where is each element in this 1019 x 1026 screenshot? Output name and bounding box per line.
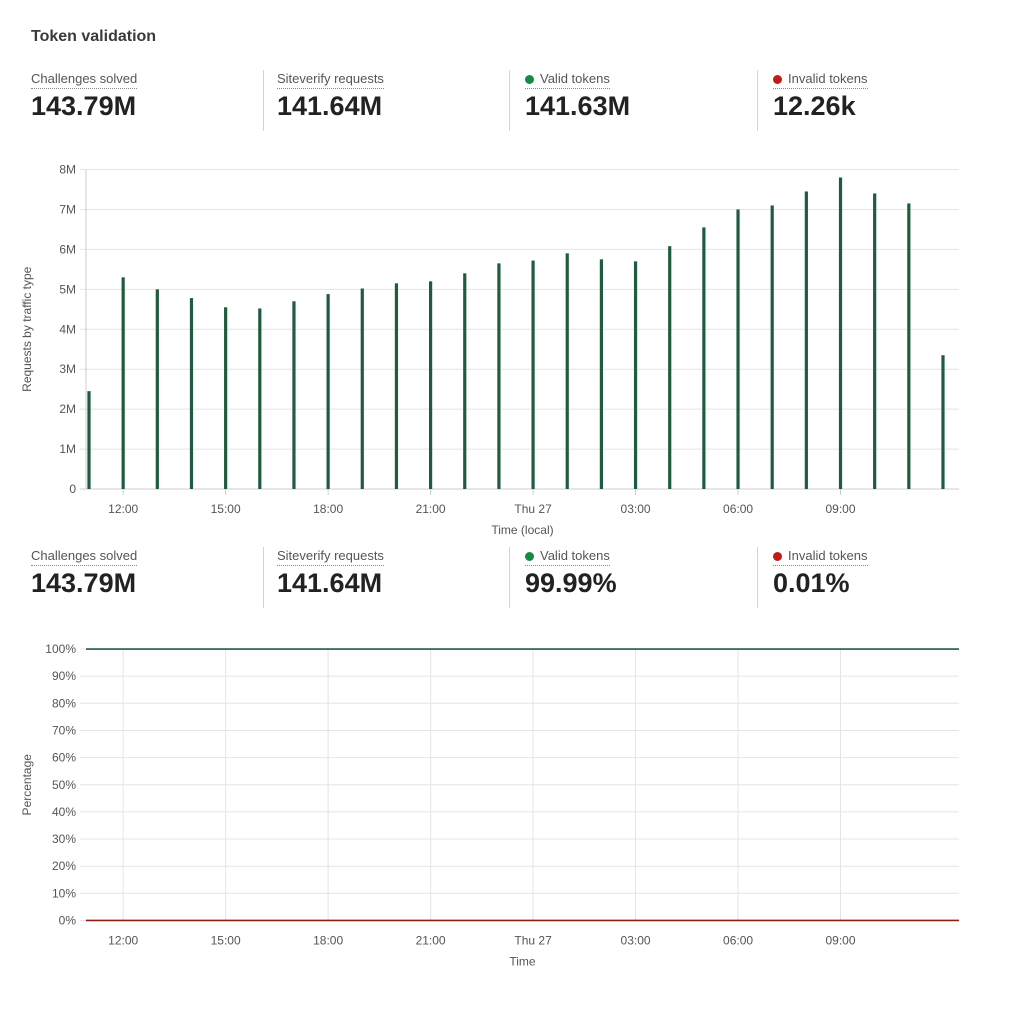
svg-text:12:00: 12:00: [108, 502, 138, 516]
svg-text:40%: 40%: [52, 805, 76, 819]
svg-text:21:00: 21:00: [416, 934, 446, 948]
svg-text:2M: 2M: [59, 402, 76, 416]
svg-text:12:00: 12:00: [108, 934, 138, 948]
svg-text:10%: 10%: [52, 886, 76, 900]
svg-text:Thu 27: Thu 27: [514, 934, 552, 948]
svg-text:30%: 30%: [52, 832, 76, 846]
svg-text:03:00: 03:00: [621, 502, 651, 516]
svg-text:6M: 6M: [59, 242, 76, 256]
svg-text:7M: 7M: [59, 202, 76, 216]
svg-text:Percentage: Percentage: [20, 754, 34, 816]
svg-text:Requests by traffic type: Requests by traffic type: [20, 266, 34, 392]
svg-text:18:00: 18:00: [313, 934, 343, 948]
svg-text:0: 0: [69, 482, 76, 496]
svg-text:06:00: 06:00: [723, 502, 753, 516]
svg-text:03:00: 03:00: [621, 934, 651, 948]
svg-text:Time: Time: [509, 955, 536, 969]
svg-text:5M: 5M: [59, 282, 76, 296]
svg-text:21:00: 21:00: [416, 502, 446, 516]
svg-text:1M: 1M: [59, 442, 76, 456]
svg-text:15:00: 15:00: [211, 934, 241, 948]
svg-text:3M: 3M: [59, 362, 76, 376]
svg-text:09:00: 09:00: [825, 502, 855, 516]
svg-text:0%: 0%: [59, 914, 77, 928]
svg-text:20%: 20%: [52, 859, 76, 873]
svg-text:60%: 60%: [52, 751, 76, 765]
svg-text:Thu 27: Thu 27: [514, 502, 552, 516]
svg-text:90%: 90%: [52, 669, 76, 683]
svg-text:18:00: 18:00: [313, 502, 343, 516]
svg-text:09:00: 09:00: [825, 934, 855, 948]
svg-text:4M: 4M: [59, 322, 76, 336]
svg-text:50%: 50%: [52, 778, 76, 792]
svg-text:8M: 8M: [59, 163, 76, 177]
svg-text:70%: 70%: [52, 723, 76, 737]
svg-text:15:00: 15:00: [211, 502, 241, 516]
svg-text:80%: 80%: [52, 696, 76, 710]
svg-text:100%: 100%: [45, 642, 76, 656]
svg-text:Time (local): Time (local): [491, 523, 553, 537]
svg-text:06:00: 06:00: [723, 934, 753, 948]
